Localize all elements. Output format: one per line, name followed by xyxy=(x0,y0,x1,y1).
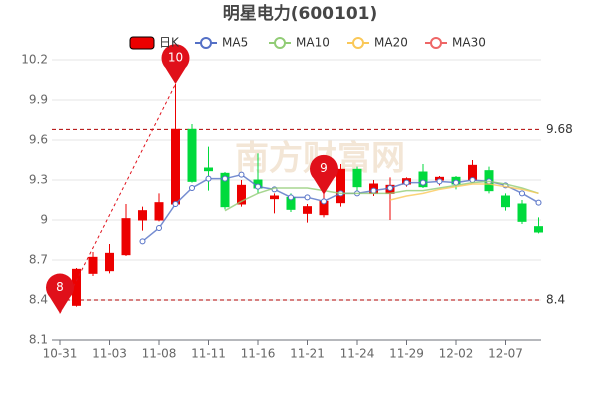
x-tick-label: 12-02 xyxy=(439,347,474,361)
annotation-label: 10 xyxy=(168,51,183,65)
candle-body xyxy=(105,252,114,272)
legend-icon xyxy=(200,37,212,49)
ma-point xyxy=(519,190,525,197)
legend-label: MA10 xyxy=(296,36,330,50)
annotation-pin xyxy=(46,273,74,314)
ma-point xyxy=(436,178,443,185)
x-tick-label: 12-07 xyxy=(488,347,523,361)
annotation-pin xyxy=(310,154,338,195)
ma-point xyxy=(238,171,245,178)
candle-body xyxy=(517,203,527,222)
ma-point xyxy=(172,201,179,207)
ma-point xyxy=(370,187,377,194)
legend-icon xyxy=(274,37,286,49)
ma-point xyxy=(420,179,426,186)
candle-body xyxy=(303,206,312,214)
candle-body xyxy=(88,256,98,274)
legend-label: MA30 xyxy=(452,36,486,50)
candle-body xyxy=(138,210,147,221)
ma-point xyxy=(156,225,162,231)
annotation-label: 9 xyxy=(320,161,328,175)
x-tick-label: 11-08 xyxy=(142,347,177,361)
x-tick-label: 11-16 xyxy=(241,347,276,361)
candle-body xyxy=(121,218,131,256)
ma-point xyxy=(403,179,410,186)
candle-body xyxy=(418,171,428,188)
ma-point xyxy=(321,198,327,205)
y-tick-label: 10.2 xyxy=(21,53,48,67)
y-tick-label: 8.7 xyxy=(29,253,48,267)
reference-label: 9.68 xyxy=(546,122,573,136)
x-tick-label: 11-03 xyxy=(92,347,127,361)
y-tick-label: 9.6 xyxy=(29,133,48,147)
y-tick-label: 8.4 xyxy=(29,293,48,307)
annotation-pin xyxy=(161,44,190,84)
y-tick-label: 9.3 xyxy=(29,173,48,187)
candle-body xyxy=(204,167,213,172)
ma-point xyxy=(304,194,311,201)
legend-icon xyxy=(129,36,155,50)
x-tick-label: 11-21 xyxy=(290,347,325,361)
x-tick-label: 10-31 xyxy=(43,347,78,361)
x-tick-label: 11-11 xyxy=(191,347,226,361)
legend-label: MA20 xyxy=(374,36,408,50)
x-tick-label: 11-29 xyxy=(389,347,424,361)
candle-body xyxy=(352,168,362,188)
legend-label: MA5 xyxy=(222,36,248,50)
ma-point xyxy=(189,185,195,191)
ma-point xyxy=(535,199,542,206)
ma-line xyxy=(224,180,539,212)
candle-body xyxy=(270,195,279,200)
annotation-link xyxy=(59,83,176,314)
legend-icon xyxy=(352,37,364,49)
candle-body xyxy=(171,128,180,205)
candle-body xyxy=(220,172,230,208)
ma-line xyxy=(389,183,539,201)
y-tick-label: 9 xyxy=(40,213,48,227)
reference-label: 8.4 xyxy=(546,293,565,307)
y-tick-label: 8.1 xyxy=(29,333,48,347)
y-tick-label: 9.9 xyxy=(29,93,48,107)
ma-point xyxy=(222,175,228,182)
candle-body xyxy=(154,202,164,221)
annotation-label: 8 xyxy=(56,280,64,294)
candle-body xyxy=(501,195,510,208)
ma-point xyxy=(255,183,261,190)
ma-point xyxy=(387,185,393,191)
candle-body xyxy=(336,168,345,204)
chart-title: 明星电力(600101) xyxy=(223,3,378,24)
ma-point xyxy=(139,238,146,245)
ma-point xyxy=(288,194,294,201)
legend-icon xyxy=(430,37,442,49)
ma-point xyxy=(469,177,476,183)
ma-point xyxy=(205,175,212,182)
candle-body xyxy=(237,184,246,205)
candle-body xyxy=(534,226,543,233)
legend-label: 日K xyxy=(159,36,180,50)
candle-body xyxy=(187,128,197,182)
x-tick-label: 11-24 xyxy=(340,347,375,361)
